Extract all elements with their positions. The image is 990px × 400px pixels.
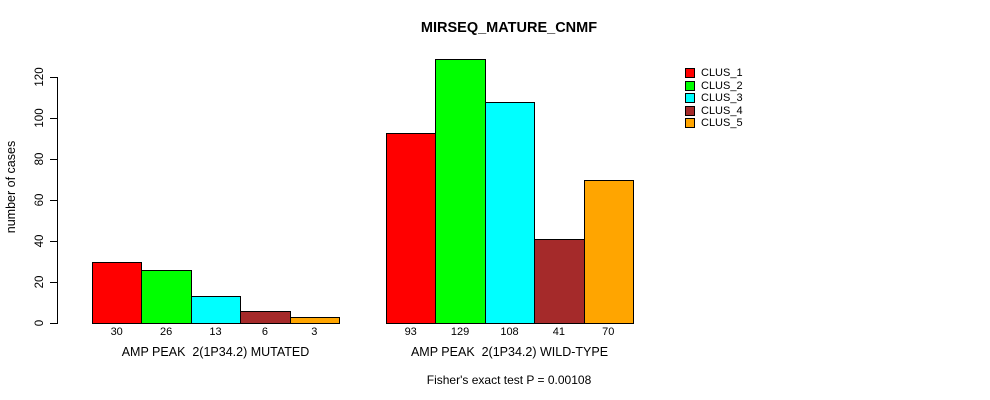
legend-label: CLUS_1 — [701, 67, 743, 79]
y-tick — [50, 241, 57, 243]
y-tick — [50, 118, 57, 120]
bar-value-label: 70 — [602, 326, 615, 338]
bar-value-label: 93 — [404, 326, 417, 338]
y-tick-label: 120 — [34, 67, 46, 87]
y-tick — [50, 159, 57, 161]
bar-clus_4 — [534, 239, 585, 324]
legend-label: CLUS_3 — [701, 92, 743, 104]
bar-clus_2 — [141, 269, 192, 324]
bar-clus_5 — [289, 316, 340, 324]
bar-value-label: 41 — [552, 326, 566, 338]
y-axis-line — [57, 77, 58, 324]
bar-clus_5 — [583, 179, 634, 324]
y-tick-label: 100 — [34, 108, 46, 128]
bar-value-label: 108 — [500, 326, 519, 338]
x-category-label: AMP PEAK 2(1P34.2) MUTATED — [121, 345, 310, 359]
legend-swatch — [685, 93, 695, 104]
x-category-label: AMP PEAK 2(1P34.2) WILD-TYPE — [410, 345, 609, 359]
y-tick — [50, 200, 57, 202]
legend-swatch — [685, 80, 695, 91]
bar-clus_3 — [190, 296, 242, 324]
legend-label: CLUS_5 — [701, 117, 743, 129]
chart-title: MIRSEQ_MATURE_CNMF — [420, 20, 598, 36]
bar-value-label: 30 — [110, 326, 123, 338]
legend: CLUS_1 CLUS_2 CLUS_3 CLUS_4 CLUS_5 — [685, 67, 743, 130]
bar-value-label: 3 — [311, 326, 318, 338]
bar-clus_4 — [240, 310, 291, 324]
legend-item-clus_3: CLUS_3 — [685, 92, 743, 105]
bar-clus_1 — [92, 261, 143, 324]
y-tick — [50, 282, 57, 284]
y-tick-label: 0 — [34, 319, 46, 327]
legend-swatch — [685, 68, 695, 79]
bar-value-label: 129 — [450, 326, 470, 338]
legend-item-clus_5: CLUS_5 — [685, 117, 743, 130]
legend-label: CLUS_4 — [701, 104, 743, 117]
y-axis-label: number of cases — [4, 140, 18, 234]
y-tick-label: 60 — [34, 193, 46, 207]
y-tick-label: 40 — [34, 234, 46, 248]
stat-annotation: Fisher's exact test P = 0.00108 — [426, 373, 592, 387]
legend-swatch — [685, 105, 695, 116]
legend-item-clus_4: CLUS_4 — [685, 105, 743, 118]
bar-value-label: 13 — [209, 326, 222, 338]
bar-clus_1 — [386, 132, 437, 324]
bar-value-label: 26 — [159, 326, 173, 338]
legend-item-clus_1: CLUS_1 — [685, 67, 743, 80]
legend-item-clus_2: CLUS_2 — [685, 80, 743, 93]
bar-value-label: 6 — [261, 326, 268, 338]
legend-swatch — [685, 118, 695, 129]
legend-label: CLUS_2 — [701, 79, 743, 92]
y-tick — [50, 77, 57, 79]
y-tick-label: 20 — [34, 275, 46, 289]
y-tick — [50, 323, 57, 324]
y-tick-label: 80 — [34, 152, 46, 166]
bar-clus_3 — [484, 101, 536, 324]
bar-clus_2 — [435, 59, 486, 324]
